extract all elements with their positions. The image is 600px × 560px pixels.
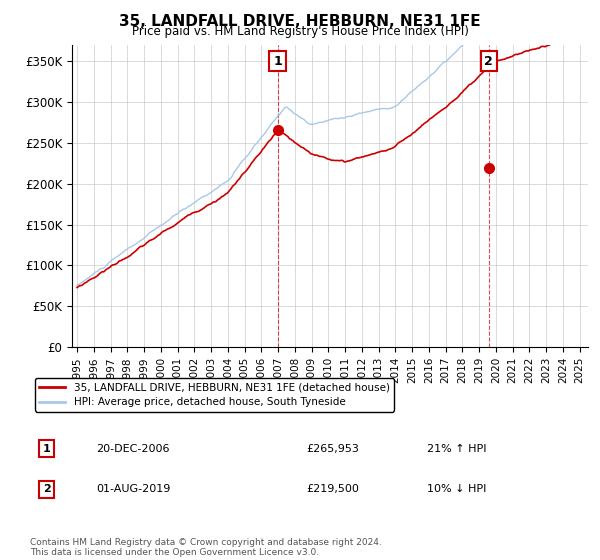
Text: 2: 2 — [484, 55, 493, 68]
Text: Price paid vs. HM Land Registry's House Price Index (HPI): Price paid vs. HM Land Registry's House … — [131, 25, 469, 38]
Text: Contains HM Land Registry data © Crown copyright and database right 2024.
This d: Contains HM Land Registry data © Crown c… — [30, 538, 382, 557]
Legend: 35, LANDFALL DRIVE, HEBBURN, NE31 1FE (detached house), HPI: Average price, deta: 35, LANDFALL DRIVE, HEBBURN, NE31 1FE (d… — [35, 378, 394, 412]
Text: 1: 1 — [43, 444, 50, 454]
Text: 2: 2 — [43, 484, 50, 494]
Text: 20-DEC-2006: 20-DEC-2006 — [96, 444, 170, 454]
Text: 01-AUG-2019: 01-AUG-2019 — [96, 484, 170, 494]
Text: £219,500: £219,500 — [306, 484, 359, 494]
Text: 10% ↓ HPI: 10% ↓ HPI — [427, 484, 487, 494]
Text: 1: 1 — [273, 55, 282, 68]
Text: 21% ↑ HPI: 21% ↑ HPI — [427, 444, 487, 454]
Text: £265,953: £265,953 — [306, 444, 359, 454]
Text: 35, LANDFALL DRIVE, HEBBURN, NE31 1FE: 35, LANDFALL DRIVE, HEBBURN, NE31 1FE — [119, 14, 481, 29]
